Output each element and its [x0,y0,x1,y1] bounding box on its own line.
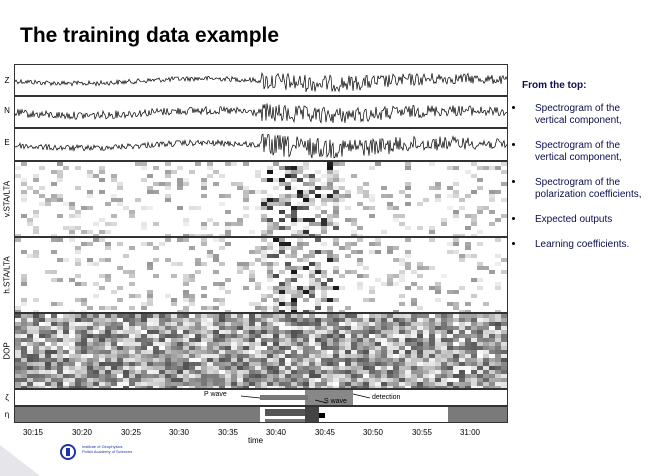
coefficient-block-3 [319,413,325,418]
bullet-icon [512,242,515,245]
sidebar-notes: From the top: Spectrogram of the vertica… [512,80,646,264]
waveform-n [15,103,507,124]
x-tick: 31:00 [459,428,481,437]
list-item: Spectrogram of the vertical component, [512,103,646,127]
panel-label-vsta: v.STA/LTA [2,180,12,218]
x-axis-title: time [248,436,264,445]
institute-logo-text: Institute of Geophysics Polish Academy o… [82,444,133,454]
x-tick: 30:30 [168,428,190,437]
waveform-z-panel [14,64,508,96]
list-item: Spectrogram of the polarization coeffici… [512,177,646,201]
dop-spectrogram-panel [14,313,508,389]
expected-output-panel [14,389,508,406]
waveform-e-panel [14,128,508,161]
coefficient-block-4 [265,419,305,422]
x-tick: 30:40 [265,428,287,437]
detection-label: detection [372,394,401,401]
waveform-n-panel [14,96,508,128]
institute-logo: Institute of Geophysics Polish Academy o… [58,442,168,464]
learning-coefficients-panel [14,406,508,423]
p-wave-arrow [240,395,261,399]
bullet-icon [512,106,515,109]
list-item: Expected outputs [512,214,646,226]
panel-label-dop: DOP [2,342,12,360]
coefficient-block-2 [305,407,319,422]
p-wave-marker [260,395,308,400]
panel-label-z: Z [4,76,10,85]
sidebar-heading: From the top: [522,80,587,91]
hsta-spectrogram-panel [14,237,508,313]
p-wave-label: P wave [204,391,227,398]
training-data-figure: Z N E v.STA/LTA h.STA/LTA DOP ζ η [0,60,515,450]
bullet-icon [512,217,515,220]
hsta-spectrogram [15,238,507,312]
waveform-e [15,133,507,159]
learning-coefficients [260,407,448,422]
list-item: Learning coefficients. [512,239,646,251]
vsta-spectrogram-panel [14,161,508,237]
x-tick: 30:55 [411,428,433,437]
list-item: Spectrogram of the vertical component, [512,140,646,164]
corner-decoration [0,445,40,476]
bullet-icon [512,143,515,146]
s-wave-arrow [314,399,328,404]
coefficient-block-1 [265,409,305,416]
sidebar-list: Spectrogram of the vertical component, S… [512,103,646,251]
x-tick: 30:15 [22,428,44,437]
panel-label-hsta: h.STA/LTA [2,256,12,294]
waveform-z [15,72,507,93]
slide-title: The training data example [20,24,280,47]
x-tick: 30:20 [71,428,93,437]
panel-label-e: E [4,138,10,147]
x-tick: 30:45 [314,428,336,437]
x-tick: 30:35 [217,428,239,437]
vsta-spectrogram [15,162,507,236]
detection-arrow [352,393,371,399]
expected-output [240,390,371,405]
detection-window [305,390,353,405]
institute-logo-icon [60,444,76,460]
bullet-icon [512,180,515,183]
panel-label-zeta: ζ [5,393,9,402]
dop-spectrogram [15,314,507,388]
x-tick: 30:25 [120,428,142,437]
s-wave-label: S wave [324,398,347,405]
x-tick: 30:50 [362,428,384,437]
panel-label-n: N [4,106,10,115]
panel-label-eta: η [4,410,10,419]
